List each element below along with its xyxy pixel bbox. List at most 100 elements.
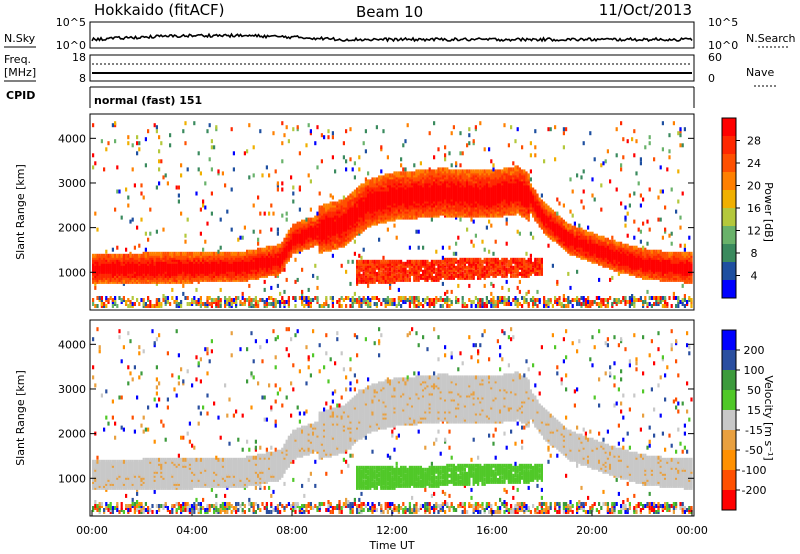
echo-cell	[479, 298, 482, 302]
echo-cell	[292, 296, 295, 300]
echo-cell	[173, 251, 176, 256]
echo-cell	[281, 296, 284, 300]
echo-cell	[193, 121, 196, 126]
echo-cell	[402, 185, 405, 190]
echo-cell	[175, 304, 178, 308]
echo-cell	[180, 300, 183, 304]
echo-cell	[261, 271, 264, 276]
echo-cell	[329, 193, 332, 198]
echo-cell	[415, 169, 418, 174]
echo-cell	[430, 217, 433, 222]
echo-cell	[312, 229, 315, 234]
echo-cell	[298, 229, 301, 234]
echo-cell	[503, 167, 506, 172]
echo-cell	[199, 251, 202, 256]
echo-cell	[122, 271, 125, 276]
echo-cell	[402, 143, 405, 148]
echo-cell	[472, 219, 475, 224]
echo-cell	[226, 271, 229, 276]
echo-cell	[422, 298, 425, 302]
echo-cell	[186, 167, 189, 172]
echo-cell	[136, 271, 139, 276]
echo-cell	[461, 304, 464, 308]
echo-cell	[301, 267, 304, 272]
echo-cell	[281, 241, 284, 246]
echo-cell	[466, 185, 469, 190]
echo-cell	[177, 199, 180, 204]
echo-cell	[243, 271, 246, 276]
echo-cell	[193, 251, 196, 256]
echo-cell	[477, 304, 480, 308]
echo-cell	[446, 257, 449, 262]
echo-cell	[239, 251, 242, 256]
echo-cell	[257, 247, 260, 252]
echo-cell	[455, 300, 458, 304]
echo-cell	[237, 271, 240, 276]
echo-cell	[175, 251, 178, 256]
echo-cell	[439, 167, 442, 172]
echo-cell	[415, 265, 418, 270]
echo-cell	[173, 271, 176, 276]
echo-cell	[98, 296, 101, 300]
echo-cell	[452, 271, 455, 276]
echo-cell	[380, 302, 383, 306]
echo-cell	[296, 125, 299, 130]
echo-cell	[195, 287, 198, 292]
echo-cell	[232, 167, 235, 172]
echo-cell	[210, 139, 213, 144]
echo-cell	[312, 298, 315, 302]
echo-cell	[323, 207, 326, 212]
echo-cell	[382, 255, 385, 260]
echo-cell	[334, 229, 337, 234]
echo-cell	[331, 195, 334, 200]
echo-cell	[257, 304, 260, 308]
echo-cell	[430, 271, 433, 276]
echo-cell	[138, 147, 141, 152]
echo-cell	[441, 298, 444, 302]
echo-cell	[131, 143, 134, 148]
echo-cell	[479, 271, 482, 276]
echo-cell	[446, 267, 449, 272]
echo-cell	[501, 207, 504, 212]
echo-cell	[512, 161, 515, 166]
echo-cell	[263, 211, 266, 216]
echo-cell	[158, 149, 161, 154]
echo-cell	[125, 247, 128, 252]
echo-cell	[301, 296, 304, 300]
echo-cell	[496, 296, 499, 300]
echo-cell	[472, 207, 475, 212]
echo-cell	[448, 275, 451, 280]
echo-cell	[127, 304, 130, 308]
echo-cell	[378, 275, 381, 280]
echo-cell	[151, 304, 154, 308]
echo-cell	[188, 271, 191, 276]
echo-cell	[281, 187, 284, 192]
echo-cell	[351, 296, 354, 300]
echo-cell	[276, 231, 279, 236]
echo-cell	[494, 185, 497, 190]
echo-cell	[197, 271, 200, 276]
echo-cell	[468, 141, 471, 146]
echo-cell	[215, 271, 218, 276]
echo-cell	[492, 257, 495, 262]
echo-cell	[459, 271, 462, 276]
nave-label: Nave	[746, 66, 774, 79]
echo-cell	[294, 296, 297, 300]
echo-cell	[166, 181, 169, 186]
echo-cell	[406, 273, 409, 278]
echo-cell	[468, 185, 471, 190]
echo-cell	[444, 298, 447, 302]
echo-cell	[140, 191, 143, 196]
echo-cell	[360, 279, 363, 284]
echo-cell	[444, 291, 447, 296]
echo-cell	[466, 143, 469, 148]
echo-cell	[287, 229, 290, 234]
echo-cell	[466, 227, 469, 232]
echo-cell	[457, 298, 460, 302]
echo-cell	[195, 271, 198, 276]
echo-cell	[329, 296, 332, 300]
echo-cell	[316, 296, 319, 300]
echo-cell	[219, 217, 222, 222]
echo-cell	[448, 298, 451, 302]
echo-cell	[180, 173, 183, 178]
